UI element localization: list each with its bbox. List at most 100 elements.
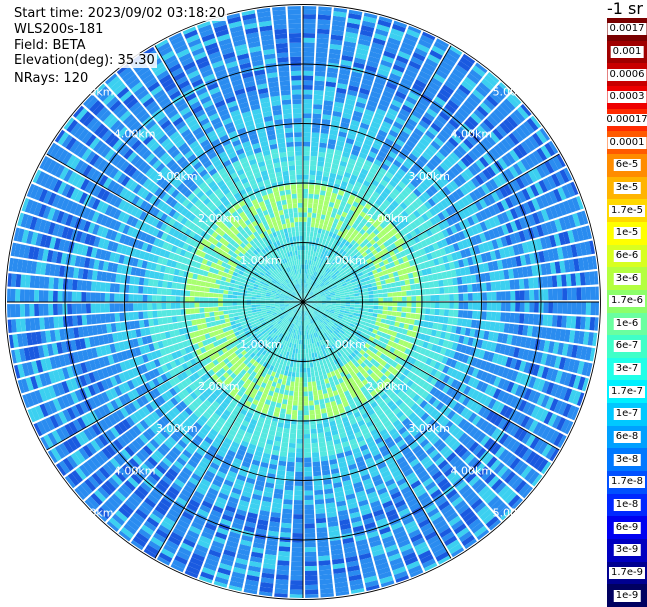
range-gate-cell: [377, 129, 388, 138]
range-gate-cell: [343, 207, 350, 214]
range-gate-cell: [317, 287, 322, 291]
range-gate-cell: [361, 251, 368, 258]
range-gate-cell: [566, 302, 572, 315]
range-gate-cell: [327, 285, 333, 289]
range-gate-cell: [400, 147, 411, 157]
range-gate-cell: [418, 97, 431, 108]
range-gate-cell: [311, 286, 315, 291]
range-gate-cell: [335, 303, 341, 306]
range-gate-cell: [509, 207, 519, 220]
range-gate-cell: [449, 302, 454, 309]
range-gate-cell: [293, 395, 299, 401]
range-gate-cell: [532, 132, 544, 147]
range-gate-cell: [364, 276, 371, 282]
range-gate-cell: [377, 183, 386, 191]
range-gate-cell: [340, 303, 346, 307]
range-gate-cell: [318, 147, 327, 153]
range-gate-cell: [533, 302, 539, 313]
range-gate-cell: [303, 47, 315, 53]
range-gate-cell: [345, 299, 351, 302]
range-gate-cell: [419, 137, 430, 148]
range-gate-cell: [343, 147, 352, 154]
range-gate-cell: [308, 353, 312, 359]
range-gate-cell: [490, 281, 497, 291]
range-gate-cell: [303, 396, 309, 402]
range-gate-cell: [367, 55, 380, 64]
range-gate-cell: [394, 232, 402, 240]
range-gate-cell: [369, 195, 378, 203]
range-gate-cell: [416, 101, 428, 112]
range-gate-cell: [364, 203, 372, 210]
range-gate-cell: [488, 131, 500, 144]
range-gate-cell: [371, 179, 380, 187]
range-gate-cell: [439, 88, 452, 99]
range-gate-cell: [318, 288, 323, 292]
range-gate-cell: [312, 452, 320, 458]
range-gate-cell: [311, 352, 315, 358]
range-gate-cell: [315, 409, 321, 415]
range-gate-cell: [482, 292, 488, 301]
range-gate-cell: [332, 188, 339, 195]
range-gate-cell: [320, 133, 329, 139]
range-gate-cell: [297, 415, 303, 420]
range-gate-cell: [303, 113, 312, 119]
range-gate-cell: [434, 96, 446, 107]
range-gate-cell: [339, 226, 345, 233]
range-gate-cell: [318, 238, 323, 244]
range-gate-cell: [433, 233, 441, 242]
range-gate-cell: [304, 293, 307, 298]
range-gate-cell: [278, 546, 291, 552]
range-gate-cell: [344, 103, 355, 111]
range-gate-cell: [406, 307, 412, 313]
range-gate-cell: [406, 254, 413, 261]
range-gate-cell: [340, 121, 350, 129]
range-gate-cell: [320, 185, 327, 192]
range-gate-cell: [305, 250, 309, 256]
range-gate-cell: [460, 156, 471, 168]
range-gate-cell: [324, 240, 330, 246]
range-gate-cell: [397, 193, 406, 202]
range-gate-cell: [297, 424, 303, 430]
range-gate-cell: [387, 292, 393, 297]
range-gate-cell: [331, 254, 336, 260]
range-gate-cell: [500, 199, 510, 211]
range-gate-cell: [293, 499, 303, 505]
range-gate-cell: [354, 266, 360, 271]
range-gate-cell: [364, 214, 371, 221]
range-gate-cell: [404, 33, 419, 43]
range-gate-cell: [441, 209, 450, 219]
range-gate-cell: [312, 208, 318, 214]
range-gate-cell: [288, 390, 294, 396]
range-gate-cell: [469, 69, 483, 81]
range-gate-cell: [413, 319, 420, 326]
range-gate-cell: [334, 278, 340, 283]
range-gate-cell: [430, 295, 436, 302]
range-gate-cell: [422, 62, 436, 73]
range-gate-cell: [566, 287, 572, 301]
range-gate-cell: [304, 523, 315, 529]
range-gate-cell: [542, 276, 548, 288]
range-gate-cell: [341, 117, 351, 124]
range-gate-cell: [373, 294, 379, 298]
range-gate-cell: [529, 289, 535, 301]
range-gate-cell: [289, 385, 295, 392]
range-gate-cell: [337, 274, 343, 279]
range-gate-cell: [427, 144, 438, 154]
range-gate-cell: [357, 92, 369, 100]
range-gate-cell: [553, 188, 563, 203]
range-gate-cell: [316, 213, 321, 219]
range-gate-cell: [396, 306, 402, 312]
range-gate-cell: [362, 224, 369, 232]
range-gate-cell: [303, 415, 310, 420]
range-gate-cell: [348, 158, 357, 166]
range-gate-cell: [450, 224, 458, 234]
range-gate-cell: [505, 302, 511, 312]
range-gate-cell: [326, 303, 332, 305]
range-gate-cell: [421, 254, 429, 262]
range-gate-cell: [350, 233, 356, 240]
range-gate-cell: [470, 177, 481, 188]
range-gate-cell: [385, 278, 391, 284]
range-gate-cell: [458, 220, 467, 230]
range-gate-cell: [395, 316, 401, 322]
range-gate-cell: [395, 90, 407, 100]
